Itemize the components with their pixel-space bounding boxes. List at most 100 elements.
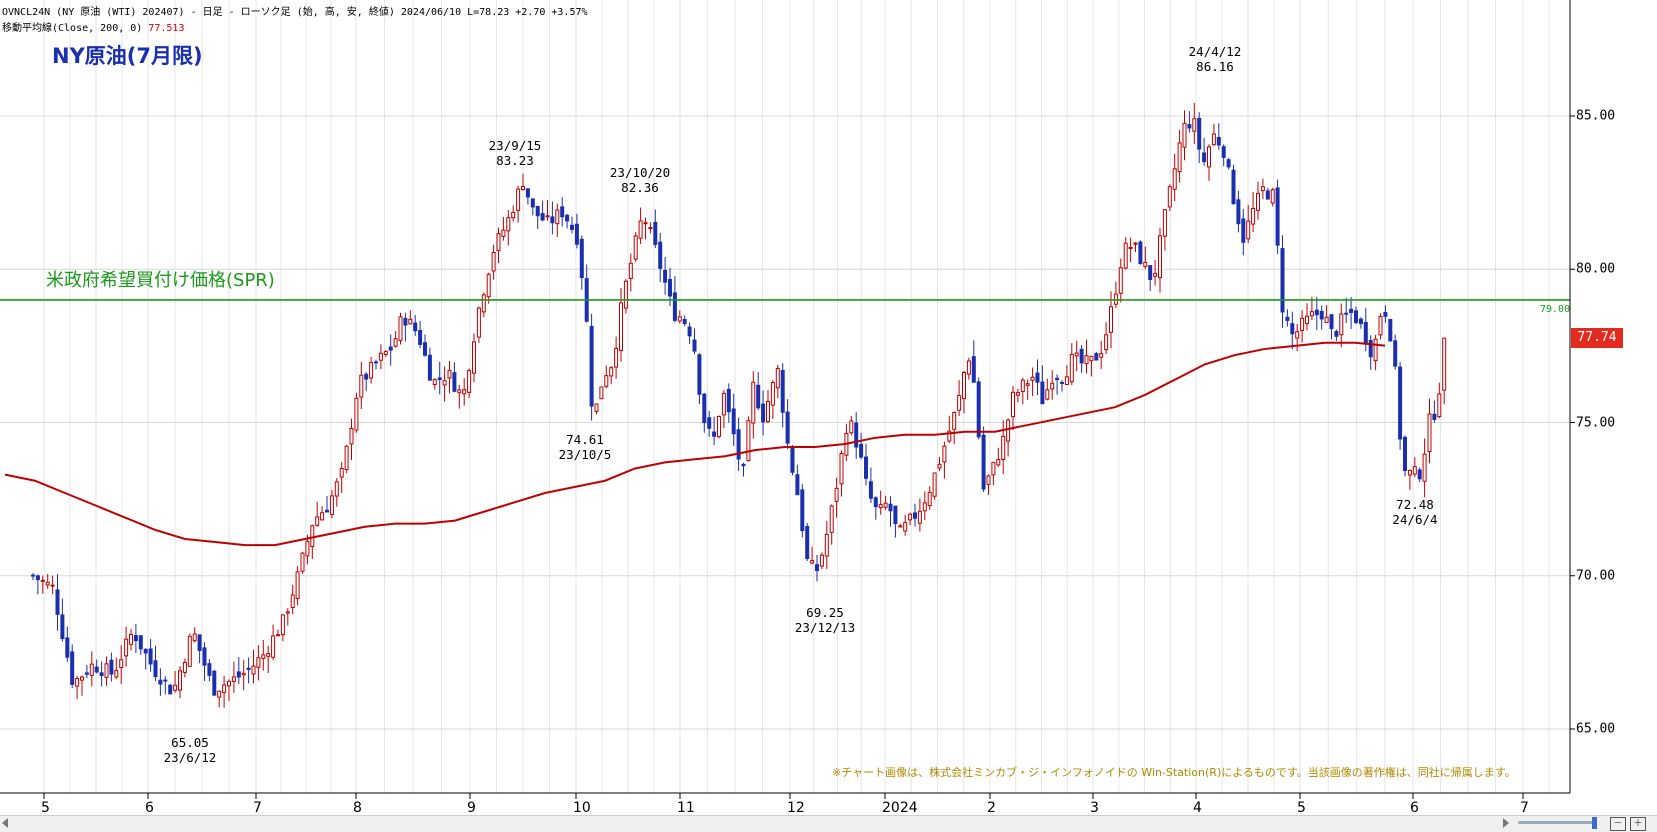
annotation-price: 74.61 xyxy=(566,432,604,447)
candle xyxy=(467,368,472,398)
candle xyxy=(1123,237,1128,270)
x-tick-label: 5 xyxy=(41,800,50,816)
candle xyxy=(217,690,222,708)
y-tick-label: 80.00 xyxy=(1576,261,1616,277)
candle xyxy=(75,675,80,700)
candle xyxy=(334,478,339,507)
candle xyxy=(1319,305,1324,330)
annotation-price: 65.05 xyxy=(171,735,209,750)
candle xyxy=(148,639,153,672)
candle xyxy=(329,490,334,519)
candle xyxy=(506,209,511,246)
candle xyxy=(1020,377,1025,405)
candle xyxy=(584,264,589,323)
candle xyxy=(285,607,290,626)
candle xyxy=(1260,178,1265,200)
candle xyxy=(1383,305,1388,323)
candle xyxy=(638,207,643,244)
candle xyxy=(996,447,1001,467)
candle xyxy=(315,501,320,527)
candle xyxy=(1099,340,1104,369)
candle xyxy=(295,566,300,606)
spr-label: 米政府希望買付け価格(SPR) xyxy=(46,270,275,291)
candle xyxy=(1211,124,1216,146)
candle xyxy=(819,552,824,570)
candle xyxy=(1143,246,1148,269)
candle xyxy=(976,377,981,440)
candle xyxy=(143,647,148,670)
candle xyxy=(437,361,442,395)
candle xyxy=(643,217,648,240)
candle xyxy=(913,503,917,527)
candle xyxy=(236,656,241,685)
x-tick-label: 8 xyxy=(353,800,362,816)
candle xyxy=(1437,382,1442,419)
price-annotation: 23/10/20 82.36 xyxy=(610,165,670,195)
candle xyxy=(1393,334,1398,370)
candle xyxy=(957,380,962,417)
horizontal-scrollbar[interactable]: － ＋ xyxy=(0,815,1657,832)
candle xyxy=(442,366,447,402)
x-tick-label: 7 xyxy=(253,800,262,816)
candle xyxy=(511,205,516,222)
candle xyxy=(844,423,849,461)
candle xyxy=(1265,187,1270,200)
candle xyxy=(1177,129,1182,183)
candle xyxy=(1314,297,1319,331)
candle xyxy=(50,575,55,595)
x-tick-label: 2024 xyxy=(882,800,918,816)
candle xyxy=(947,415,952,444)
annotation-date: 23/9/15 xyxy=(488,138,542,153)
annotation-date: 23/10/5 xyxy=(558,447,612,462)
candle xyxy=(158,668,163,696)
candles xyxy=(31,103,1447,708)
candle xyxy=(1207,144,1211,181)
zoom-out-icon[interactable]: － xyxy=(1610,817,1626,831)
candle xyxy=(300,551,305,574)
candle xyxy=(594,403,599,415)
zoom-in-icon[interactable]: ＋ xyxy=(1630,817,1646,831)
axes xyxy=(0,0,1575,799)
annotation-date: 23/12/13 xyxy=(794,620,856,635)
candle xyxy=(516,185,521,223)
candle xyxy=(927,486,932,510)
candle xyxy=(1226,157,1231,170)
zoom-slider-track[interactable] xyxy=(1518,821,1594,824)
scroll-left-icon[interactable] xyxy=(2,818,8,828)
candle xyxy=(305,534,310,565)
candle xyxy=(761,390,766,436)
candle xyxy=(40,575,45,594)
zoom-slider-thumb[interactable] xyxy=(1592,817,1597,829)
candle xyxy=(1412,457,1417,478)
candle xyxy=(1275,179,1280,254)
candle xyxy=(560,197,565,227)
candle xyxy=(736,417,741,471)
annotation-price: 86.16 xyxy=(1196,59,1234,74)
candle xyxy=(574,213,579,249)
candle xyxy=(1432,400,1437,423)
candle xyxy=(476,306,481,344)
candle xyxy=(873,496,878,520)
candle xyxy=(1113,281,1118,308)
candle xyxy=(378,344,383,370)
scroll-right-icon[interactable] xyxy=(1503,818,1509,828)
candle xyxy=(1182,110,1187,161)
x-tick-label: 4 xyxy=(1193,800,1202,816)
candle xyxy=(770,380,775,419)
candle xyxy=(1368,335,1373,370)
candle xyxy=(65,626,70,662)
candle xyxy=(609,366,614,385)
candle xyxy=(133,623,138,654)
ma-value: 77.513 xyxy=(148,23,185,34)
candle xyxy=(658,232,663,283)
candle xyxy=(192,627,197,643)
candle xyxy=(717,415,721,439)
candle xyxy=(256,645,261,681)
candle xyxy=(1403,435,1407,477)
candle xyxy=(1187,111,1192,133)
candle xyxy=(398,312,403,345)
candle xyxy=(173,671,178,693)
candle xyxy=(1241,209,1246,256)
candle xyxy=(241,660,246,691)
